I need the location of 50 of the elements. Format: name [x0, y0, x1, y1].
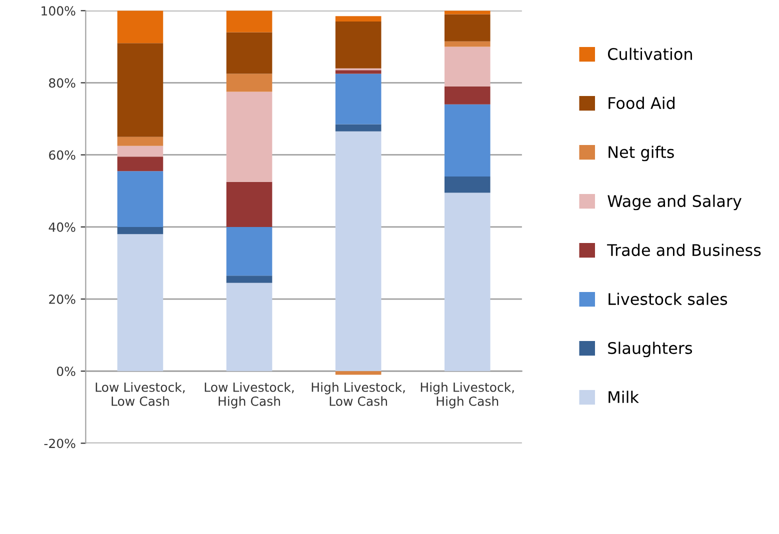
- bar: [226, 92, 272, 182]
- bar: [117, 146, 164, 157]
- legend-label: Net gifts: [608, 146, 674, 162]
- legend-label: Slaughters: [608, 342, 692, 358]
- y-tick-label: 100%: [42, 6, 76, 16]
- legend-label: Milk: [608, 390, 639, 403]
- bar: [444, 86, 490, 104]
- x-tick-label: Low Livestock, High Cash: [204, 382, 294, 408]
- bar: [117, 156, 164, 172]
- bar: [226, 276, 272, 283]
- x-tick-label: High Livestock, Low Cash: [312, 382, 405, 406]
- y-tick-label: 20%: [49, 294, 76, 304]
- bar: [117, 10, 164, 44]
- bar: [444, 104, 490, 176]
- legend-label: Trade and Business: [607, 244, 761, 256]
- bar: [335, 131, 382, 372]
- legend-label: Wage and Salary: [608, 194, 742, 210]
- bar: [226, 226, 272, 276]
- y-tick-label: 0%: [56, 366, 76, 376]
- bar: [117, 234, 164, 372]
- bar: [335, 21, 382, 68]
- bar: [117, 43, 164, 137]
- y-tick-label: 40%: [48, 222, 76, 232]
- bar: [444, 192, 490, 372]
- y-tick-label: 60%: [49, 150, 76, 160]
- bar: [226, 10, 272, 32]
- x-tick-label: High Livestock, High Cash: [420, 382, 514, 408]
- bar: [444, 176, 490, 193]
- bar: [117, 136, 164, 146]
- bar: [335, 74, 382, 124]
- legend-label: Livestock sales: [608, 292, 728, 306]
- bar: [335, 124, 382, 132]
- bar: [117, 226, 164, 234]
- bar: [335, 371, 382, 375]
- bar: [335, 70, 382, 74]
- legend-label: Cultivation: [608, 48, 692, 60]
- bar: [444, 14, 490, 42]
- bar: [335, 16, 382, 22]
- y-tick-label: 80%: [49, 78, 76, 88]
- bar: [226, 182, 272, 227]
- y-tick-label: -20%: [44, 438, 76, 448]
- bar: [444, 10, 490, 14]
- x-tick-label: Low Livestock, Low Cash: [96, 382, 185, 406]
- bar: [444, 41, 490, 47]
- bar: [226, 282, 272, 372]
- bar: [226, 32, 272, 74]
- legend-label: Food Aid: [608, 96, 674, 110]
- bar: [444, 46, 490, 86]
- bar: [226, 74, 272, 92]
- bar: [117, 171, 164, 227]
